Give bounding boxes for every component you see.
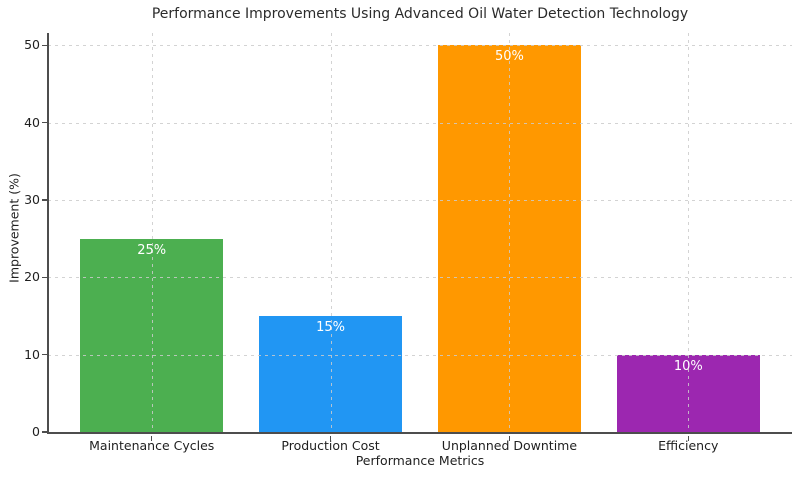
bar-value-label: 10%	[673, 358, 703, 374]
x-tick-label: Production Cost	[281, 438, 380, 453]
bar-value-label: 25%	[137, 242, 167, 258]
y-tick-mark	[41, 199, 47, 201]
y-tick-label: 10	[24, 346, 40, 362]
y-tick-mark	[41, 121, 47, 124]
x-tick-label: Unplanned Downtime	[441, 438, 578, 453]
horizontal-gridline	[48, 45, 792, 47]
y-tick-label: 30	[24, 192, 40, 208]
x-tick-mark	[150, 436, 153, 441]
y-tick-mark	[41, 44, 47, 47]
x-tick-label: Efficiency	[658, 438, 719, 453]
bar-unplanned-downtime	[437, 45, 581, 432]
vertical-gridline	[688, 33, 690, 432]
bar-efficiency	[616, 354, 760, 432]
x-tick-mark	[508, 436, 511, 441]
x-axis-spine	[46, 432, 792, 434]
horizontal-gridline	[48, 122, 792, 124]
vertical-gridline	[509, 33, 511, 432]
chart-title: Performance Improvements Using Advanced …	[151, 6, 689, 22]
x-tick-label: Maintenance Cycles	[89, 438, 215, 453]
y-axis-spine	[46, 33, 49, 434]
y-tick-label: 20	[24, 269, 40, 285]
horizontal-gridline	[48, 277, 792, 279]
horizontal-gridline	[48, 200, 792, 202]
y-axis-title: Improvement (%)	[6, 173, 22, 283]
y-tick-mark	[41, 276, 47, 279]
y-tick-label: 40	[24, 114, 40, 130]
bar-value-label: 15%	[316, 320, 346, 335]
vertical-gridline	[151, 33, 153, 432]
y-tick-mark	[41, 431, 47, 433]
x-tick-mark	[687, 436, 690, 441]
x-tick-mark	[329, 436, 332, 441]
vertical-gridline	[330, 33, 332, 432]
y-tick-mark	[41, 353, 47, 356]
bar-value-label: 50%	[494, 49, 524, 65]
y-tick-label: 50	[24, 37, 40, 53]
y-tick-label: 0	[32, 424, 40, 439]
horizontal-gridline	[48, 354, 792, 356]
plot-area: 25% Maintenance Cycles 15% Production Cost 5…	[24, 33, 792, 453]
x-axis-title: Performance Metrics	[355, 453, 485, 468]
